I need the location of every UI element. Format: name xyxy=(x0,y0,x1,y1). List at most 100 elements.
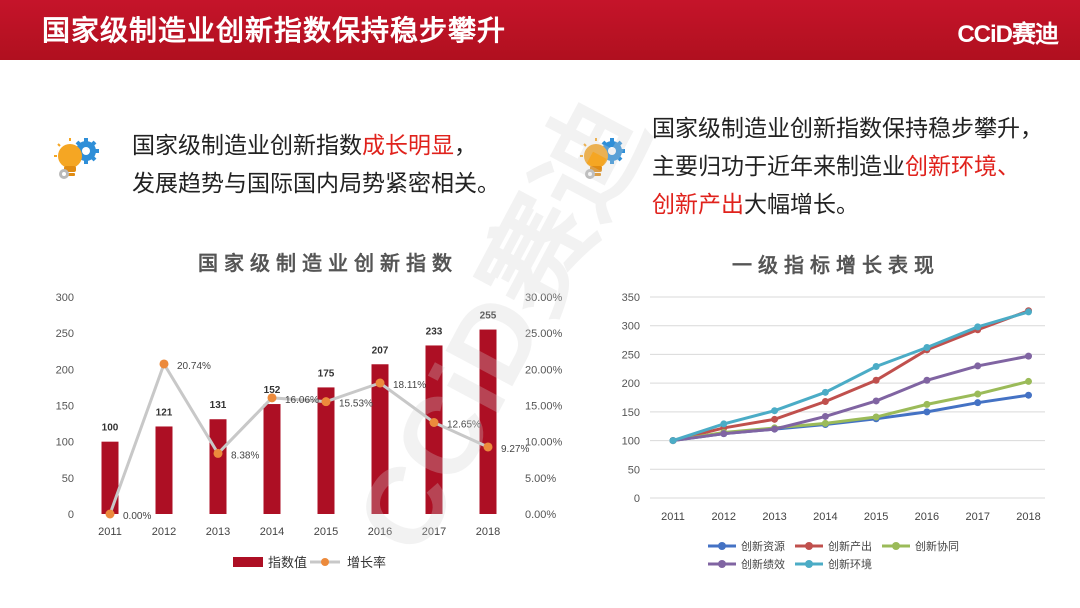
series-marker xyxy=(771,425,779,433)
bar-data-label: 233 xyxy=(426,326,443,337)
brand-logo: CCiD赛迪 xyxy=(957,21,1059,48)
rate-data-label: 0.00% xyxy=(123,511,151,522)
series-marker xyxy=(923,376,931,384)
legend-label: 创新协同 xyxy=(915,539,959,553)
series-line xyxy=(672,354,1029,443)
series-marker xyxy=(821,388,829,396)
insight-text: 国家级制造业创新指数 xyxy=(132,133,362,159)
insight-point-1: 国家级制造业创新指数成长明显， 发展趋势与国际国内局势紧密相关。 xyxy=(132,127,500,203)
y-axis-left-tick: 150 xyxy=(56,401,74,413)
chart-title-indicators: 一级指标增长表现 xyxy=(732,253,940,277)
series-marker xyxy=(1025,391,1032,399)
y-axis-right-tick: 20.00% xyxy=(525,364,563,376)
series-marker xyxy=(720,430,728,438)
insight-line: 国家级制造业创新指数保持稳步攀升， xyxy=(652,116,1043,142)
bar-data-label: 175 xyxy=(318,368,335,379)
insight-highlight: 创新环境、 xyxy=(905,154,1020,180)
series-marker xyxy=(923,400,931,408)
x-axis-tick: 2018 xyxy=(476,526,500,538)
x-axis-tick: 2011 xyxy=(661,511,685,523)
series-marker xyxy=(923,408,931,416)
insight-text: ， xyxy=(454,133,477,159)
index-bar xyxy=(479,329,497,514)
growth-rate-marker xyxy=(429,417,439,427)
legend-swatch-marker xyxy=(321,558,329,566)
series-marker xyxy=(974,399,982,407)
insight-line: 创新产出大幅增长。 xyxy=(652,186,1043,224)
legend-marker xyxy=(718,560,726,568)
y-axis-left-tick: 300 xyxy=(56,292,74,304)
index-bar xyxy=(425,345,443,514)
legend-label: 增长率 xyxy=(347,555,386,570)
legend-label: 创新产出 xyxy=(828,539,872,553)
x-axis-tick: 2017 xyxy=(965,511,989,523)
insight-line: 发展趋势与国际国内局势紧密相关。 xyxy=(132,171,500,197)
index-bar xyxy=(263,404,281,514)
indicator-growth-chart: 0 50 100 150 200 250 300 350 2011 2012 2013 2014 201… xyxy=(622,292,1045,571)
growth-rate-marker xyxy=(483,442,493,452)
y-axis-tick: 50 xyxy=(628,464,640,476)
insight-text: 大幅增长。 xyxy=(744,192,859,218)
series-marker xyxy=(821,419,829,427)
insight-line: 主要归功于近年来制造业创新环境、 xyxy=(652,148,1043,186)
header-bar: 国家级制造业创新指数保持稳步攀升 CCiD赛迪 xyxy=(0,0,1080,60)
series-line xyxy=(672,309,1030,443)
rate-data-label: 9.27% xyxy=(501,444,529,455)
y-axis-right-tick: 15.00% xyxy=(525,401,563,413)
series-marker xyxy=(872,362,880,370)
x-axis-tick: 2012 xyxy=(712,511,736,523)
chart-title-index: 国家级制造业创新指数 xyxy=(198,251,458,275)
legend-marker xyxy=(892,542,900,550)
x-axis-tick: 2016 xyxy=(915,511,939,523)
growth-rate-marker xyxy=(267,393,277,403)
growth-rate-marker xyxy=(213,448,223,458)
growth-rate-marker xyxy=(375,378,385,388)
insight-highlight: 创新产出 xyxy=(652,192,744,218)
x-axis-tick: 2015 xyxy=(314,526,338,538)
index-bar xyxy=(371,364,389,514)
series-marker xyxy=(872,413,880,421)
bar-data-label: 131 xyxy=(210,400,227,411)
x-axis-tick: 2014 xyxy=(260,526,284,538)
legend-marker xyxy=(718,542,726,550)
y-axis-right-tick: 0.00% xyxy=(525,509,556,521)
bar-data-label: 100 xyxy=(102,423,119,434)
y-axis-left-tick: 250 xyxy=(56,328,74,340)
series-marker xyxy=(974,390,982,398)
y-axis-tick: 300 xyxy=(622,321,640,333)
lightbulb-gear-icon xyxy=(54,138,99,179)
insight-point-2: 国家级制造业创新指数保持稳步攀升， 主要归功于近年来制造业创新环境、 创新产出大… xyxy=(652,110,1043,224)
y-axis-tick: 200 xyxy=(622,378,640,390)
y-axis-right-tick: 5.00% xyxy=(525,473,556,485)
index-bar xyxy=(155,426,173,514)
y-axis-left-tick: 0 xyxy=(68,509,74,521)
insight-line: 国家级制造业创新指数成长明显， xyxy=(132,127,500,165)
index-chart: 0 50 100 150 200 250 300 0.00% 5.00% 10.00% 15.00%… xyxy=(56,292,563,570)
x-axis-tick: 2011 xyxy=(98,526,122,538)
y-axis-tick: 100 xyxy=(622,436,640,448)
legend-swatch-bar xyxy=(233,557,263,567)
bar-data-label: 255 xyxy=(480,311,497,322)
y-axis-left-tick: 200 xyxy=(56,364,74,376)
growth-rate-marker xyxy=(105,509,115,519)
y-axis-tick: 0 xyxy=(634,493,640,505)
index-bar xyxy=(209,419,227,514)
x-axis-tick: 2015 xyxy=(864,511,888,523)
legend-marker xyxy=(805,560,813,568)
series-marker xyxy=(923,344,931,352)
series-marker xyxy=(872,376,880,384)
growth-rate-marker xyxy=(321,397,331,407)
legend-marker xyxy=(805,542,813,550)
y-axis-right-tick: 10.00% xyxy=(525,437,563,449)
rate-data-label: 8.38% xyxy=(231,450,259,461)
insight-highlight: 成长明显 xyxy=(362,133,454,159)
x-axis-tick: 2013 xyxy=(762,511,786,523)
y-axis-right-tick: 30.00% xyxy=(525,292,563,304)
index-bar xyxy=(101,441,119,514)
bar-data-label: 207 xyxy=(372,345,389,356)
legend-label: 指数值 xyxy=(268,555,307,570)
y-axis-tick: 150 xyxy=(622,407,640,419)
x-axis-tick: 2013 xyxy=(206,526,230,538)
legend-label: 创新绩效 xyxy=(741,557,785,571)
x-axis-tick: 2017 xyxy=(422,526,446,538)
